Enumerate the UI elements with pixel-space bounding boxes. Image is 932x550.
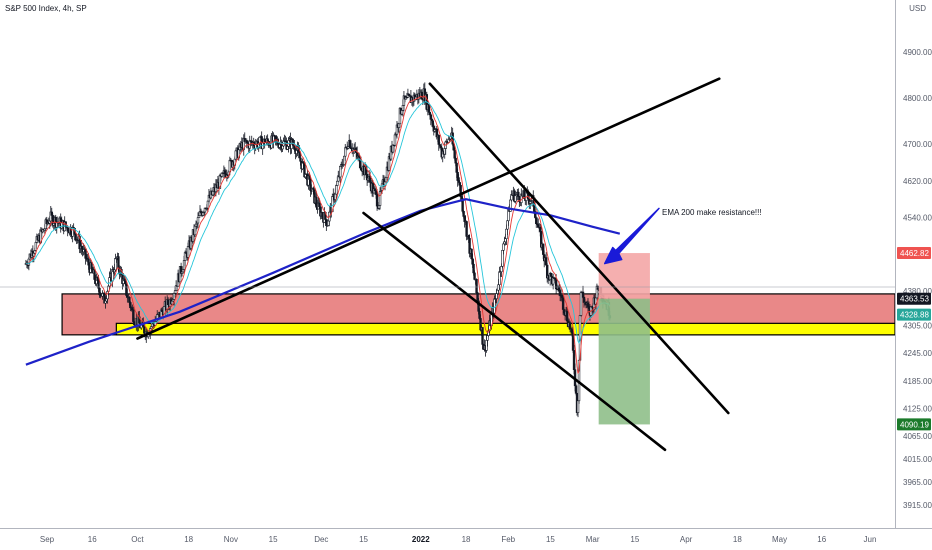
- x-tick-label: 18: [184, 535, 193, 544]
- x-tick-label: May: [772, 535, 787, 544]
- candle-up: [183, 252, 187, 261]
- candle-up: [196, 217, 200, 224]
- price-badge-text: 4363.53: [900, 295, 929, 304]
- candle-down: [475, 278, 478, 294]
- x-tick-label: Mar: [586, 535, 600, 544]
- x-tick-label: Jun: [864, 535, 877, 544]
- y-tick-label: 4800.00: [903, 94, 932, 103]
- annotation-layer[interactable]: EMA 200 make resistance!!!: [603, 207, 762, 265]
- candle-up: [186, 246, 190, 258]
- price-badge: [897, 418, 931, 431]
- x-tick-label: 2022: [412, 535, 430, 544]
- x-tick-label: Oct: [131, 535, 144, 544]
- price-badge: [897, 308, 931, 321]
- x-tick-label: 15: [630, 535, 639, 544]
- price-badge: [897, 247, 931, 260]
- y-tick-label: 4305.00: [903, 322, 932, 331]
- y-tick-label: 4245.00: [903, 349, 932, 358]
- x-tick-label: Nov: [224, 535, 238, 544]
- y-tick-label: 3915.00: [903, 501, 932, 510]
- y-tick-label: 4065.00: [903, 432, 932, 441]
- x-tick-label: Feb: [501, 535, 515, 544]
- x-tick-label: Dec: [314, 535, 328, 544]
- ema-200-line[interactable]: [25, 198, 621, 366]
- y-tick-label: 3965.00: [903, 478, 932, 487]
- candle-down: [74, 234, 77, 241]
- candles-layer: [24, 82, 612, 418]
- candle-down: [124, 280, 127, 285]
- x-tick-label: 15: [546, 535, 555, 544]
- x-tick-label: 15: [359, 535, 368, 544]
- candle-down: [465, 221, 468, 237]
- x-tick-label: 18: [462, 535, 471, 544]
- candle-up: [579, 291, 583, 316]
- upper-channel-line[interactable]: [428, 82, 730, 415]
- candle-down: [562, 309, 566, 314]
- candle-down: [473, 272, 476, 280]
- trendlines-layer[interactable]: [136, 77, 730, 452]
- candle-up: [335, 185, 338, 195]
- y-tick-label: 4125.00: [903, 404, 932, 413]
- y-tick-label: 4620.00: [903, 177, 932, 186]
- price-badge: [897, 292, 931, 305]
- x-tick-label: Apr: [680, 535, 693, 544]
- y-tick-label: 4540.00: [903, 214, 932, 223]
- chart-title: S&P 500 Index, 4h, SP: [5, 4, 87, 13]
- y-tick-label: 4015.00: [903, 455, 932, 464]
- lower-channel-line[interactable]: [362, 211, 667, 452]
- annotation-text[interactable]: EMA 200 make resistance!!!: [662, 208, 762, 217]
- ema-fast-line: [25, 94, 611, 374]
- rising-trendline[interactable]: [136, 77, 721, 340]
- x-tick-label: 18: [733, 535, 742, 544]
- x-tick-label: 16: [88, 535, 97, 544]
- price-badge-text: 4462.82: [900, 249, 929, 258]
- y-tick-label: 4900.00: [903, 48, 932, 57]
- y-tick-label: 4185.00: [903, 377, 932, 386]
- x-tick-label: 16: [817, 535, 826, 544]
- x-tick-label: 15: [269, 535, 278, 544]
- arrow-annotation[interactable]: [603, 207, 660, 265]
- candle-down: [299, 157, 302, 162]
- y-tick-label: 4700.00: [903, 140, 932, 149]
- y-tick-label: 4380.00: [903, 287, 932, 296]
- candle-down: [574, 385, 578, 394]
- currency-label: USD: [909, 4, 926, 13]
- candle-down: [517, 191, 520, 197]
- price-badge-text: 4328.88: [900, 311, 929, 320]
- candle-down: [481, 327, 484, 345]
- x-tick-label: Sep: [40, 535, 55, 544]
- price-badge-text: 4090.19: [900, 420, 929, 429]
- ema-slow-line: [25, 100, 611, 344]
